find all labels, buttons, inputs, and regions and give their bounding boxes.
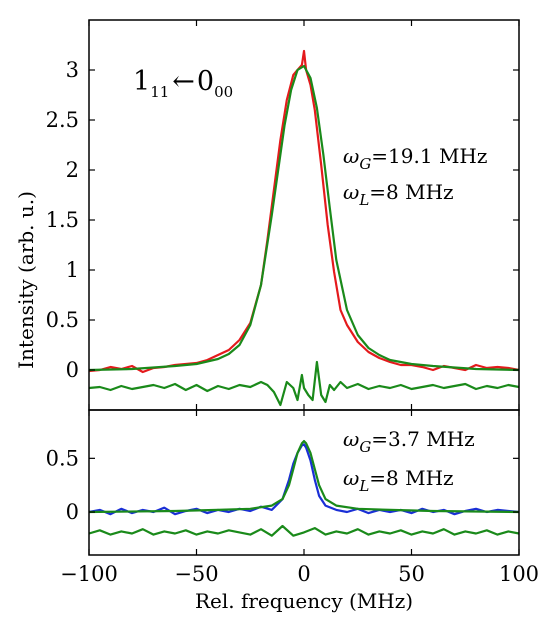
top-y-tick-label: 0.5 (46, 308, 79, 332)
x-tick-label: −50 (174, 562, 218, 586)
top-omega-l-annotation: ωL=8 MHz (343, 180, 454, 209)
bottom-y-ticks: 00.5 (46, 446, 519, 524)
top-y-tick-label: 2 (66, 158, 79, 182)
top-omega-g-annotation: ωG=19.1 MHz (343, 144, 487, 173)
y-axis-title: Intensity (arb. u.) (14, 191, 38, 369)
bottom-y-tick-label: 0.5 (46, 446, 79, 470)
top-residual-line (88, 360, 520, 407)
bottom-omega-g-annotation: ωG=3.7 MHz (343, 427, 475, 456)
x-tick-label: 0 (297, 562, 310, 586)
bottom-x-ticks: −100 −50 0 50 100 (60, 410, 539, 586)
x-axis-title: Rel. frequency (MHz) (195, 589, 413, 613)
bottom-omega-l-annotation: ωL=8 MHz (343, 466, 454, 495)
bottom-residual-line (88, 524, 520, 537)
top-y-tick-label: 3 (66, 58, 79, 82)
top-y-tick-label: 1.5 (46, 208, 79, 232)
bottom-fit-line (88, 440, 520, 514)
top-y-tick-label: 0 (66, 358, 79, 382)
top-series-group (88, 49, 520, 407)
top-y-ticks: 0 0.5 1 1.5 2 2.5 3 (46, 58, 519, 382)
bottom-series-group (88, 440, 520, 537)
top-y-tick-label: 1 (66, 258, 79, 282)
top-fit-line (88, 64, 520, 372)
top-y-tick-label: 2.5 (46, 108, 79, 132)
bottom-panel: 00.5 −100 −50 0 50 100 ωG=3.7 MHz ωL=8 MHz (46, 409, 539, 586)
transition-label: 111 ←000 (133, 66, 233, 101)
x-tick-label: −100 (60, 562, 118, 586)
top-panel: 0 0.5 1 1.5 2 2.5 3 111 ←000 ωG=19.1 MHz ωL=8 M… (46, 19, 520, 411)
x-tick-label: 50 (398, 562, 425, 586)
bottom-y-tick-label: 0 (66, 500, 79, 524)
bottom-plot-frame (88, 409, 520, 556)
x-tick-label: 100 (499, 562, 539, 586)
